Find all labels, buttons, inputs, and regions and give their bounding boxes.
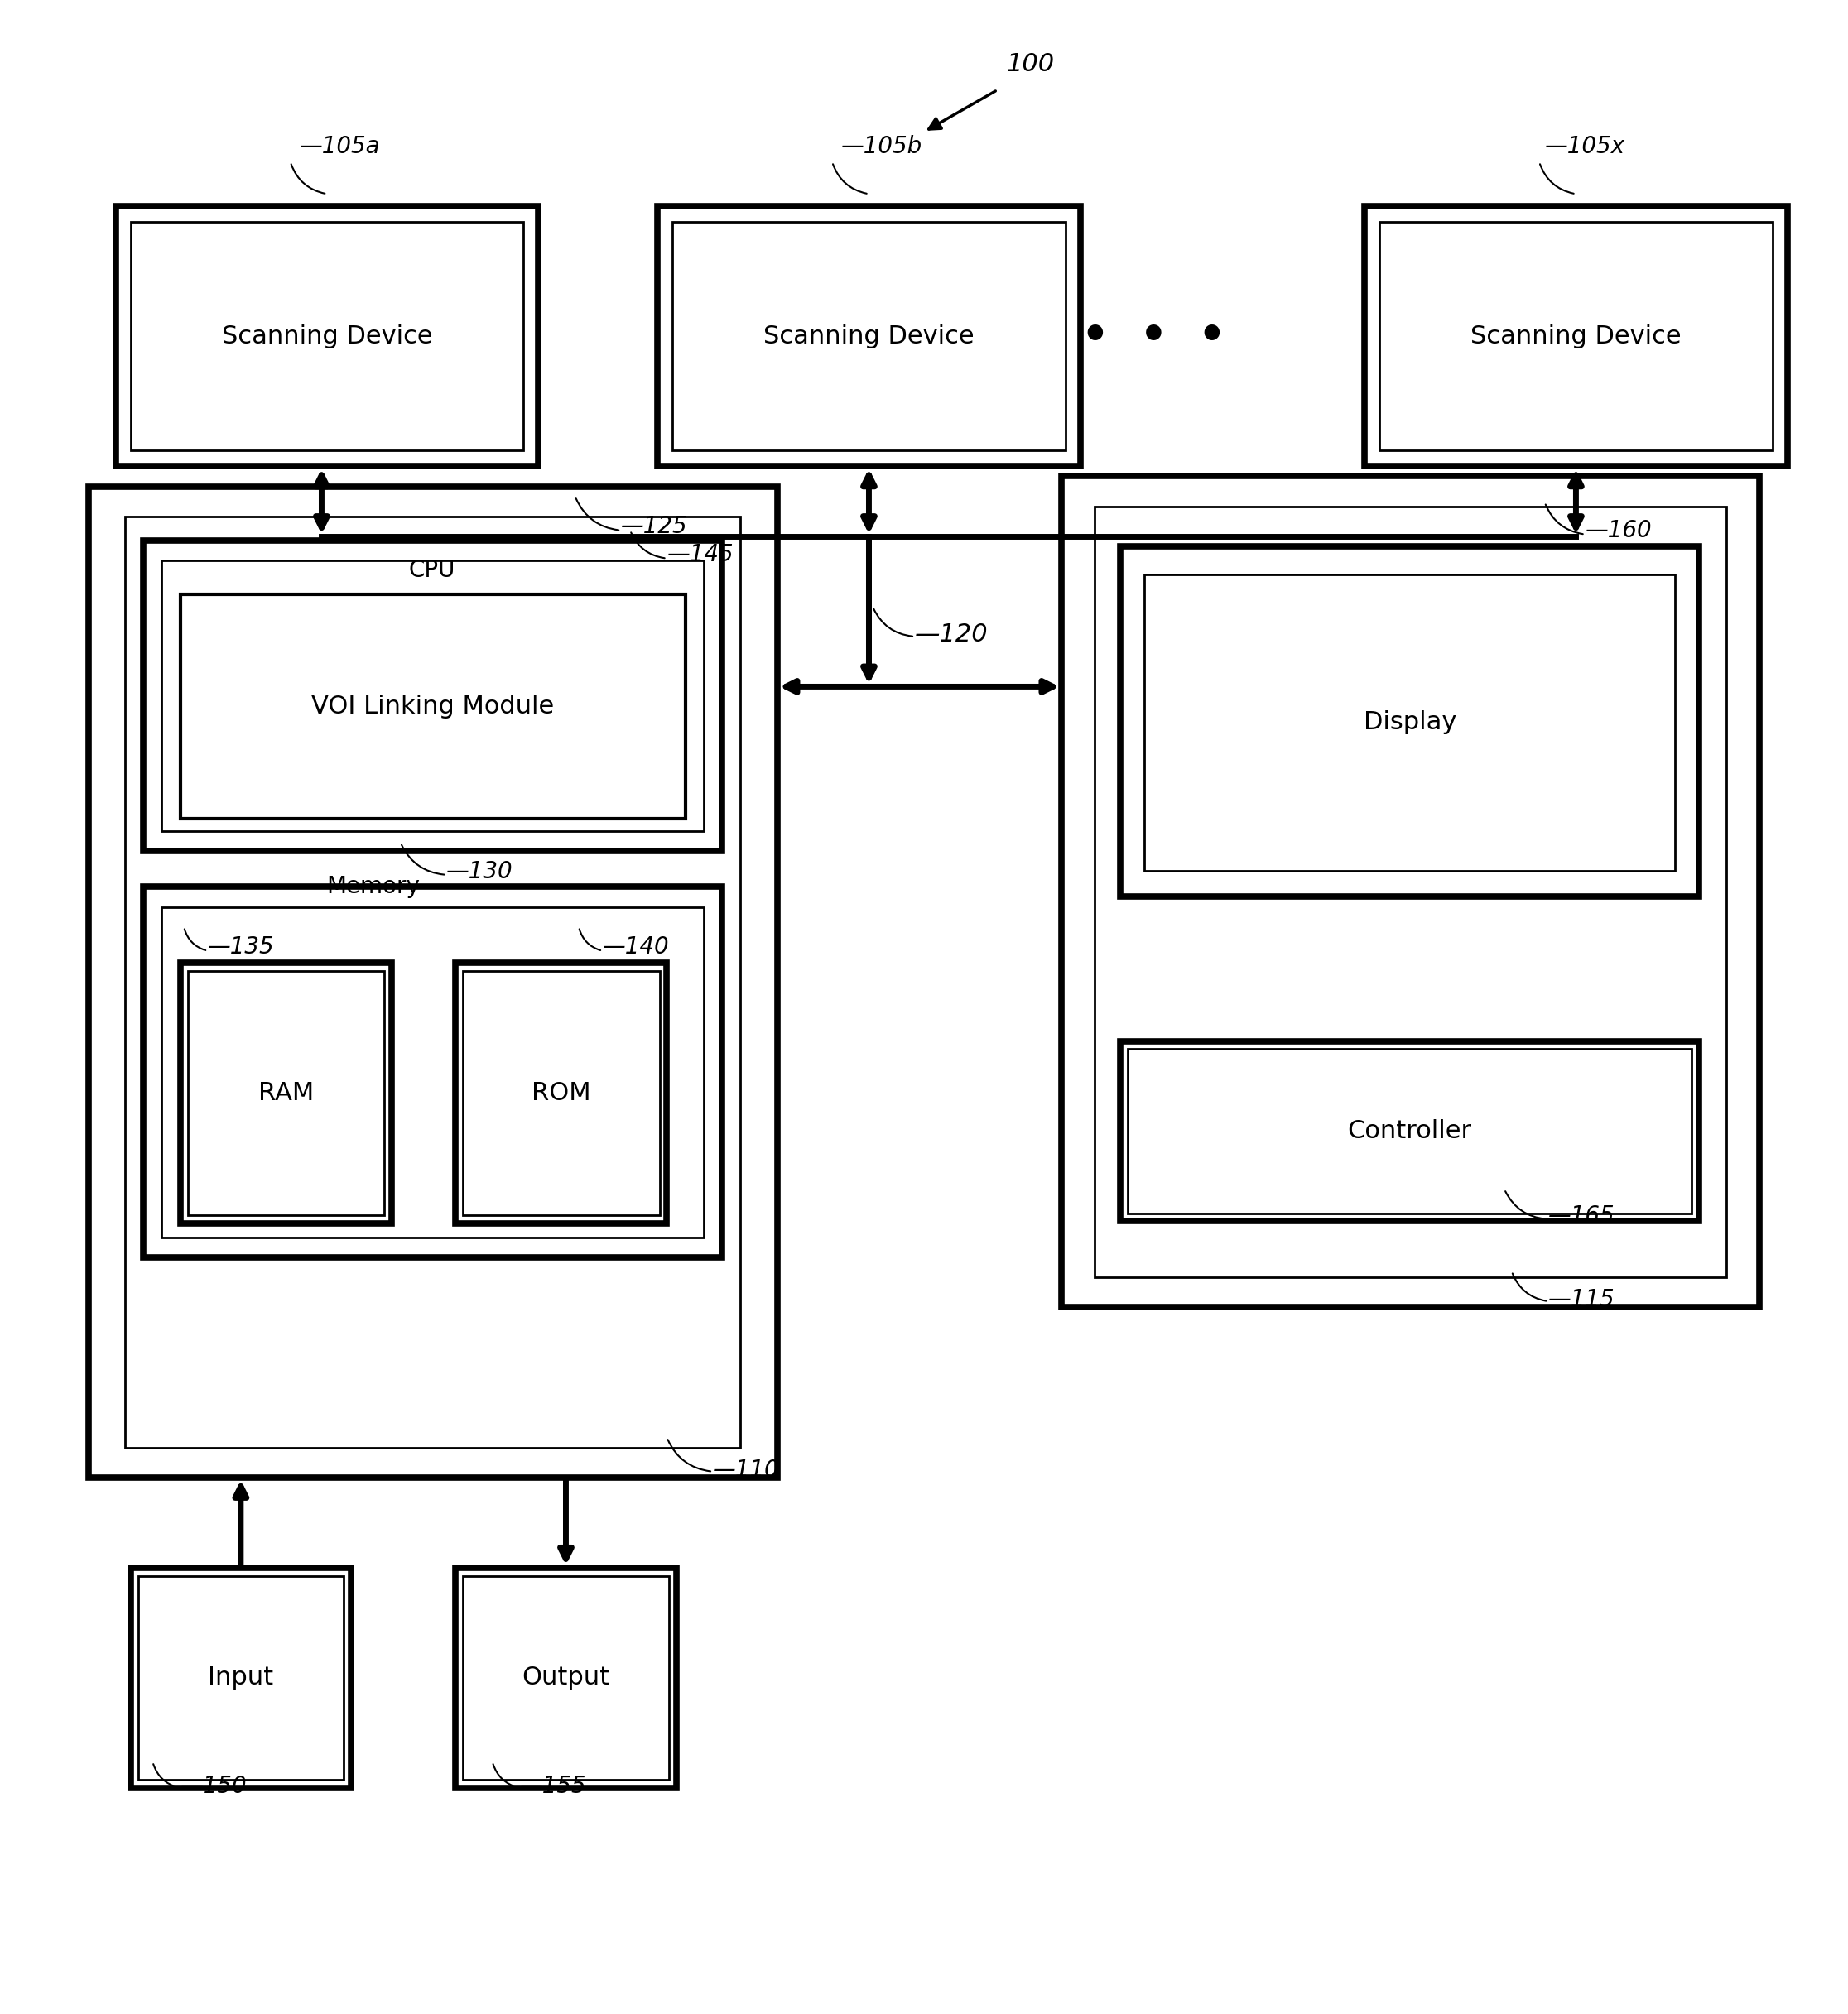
Bar	[1063, 477, 1759, 1307]
Bar	[163, 906, 704, 1237]
Bar	[1120, 1041, 1698, 1220]
Bar	[456, 1567, 676, 1788]
Text: —125: —125	[621, 516, 687, 538]
Bar	[181, 963, 392, 1222]
Bar	[131, 222, 523, 451]
Text: —165: —165	[1549, 1204, 1615, 1227]
Text: —120: —120	[915, 622, 989, 646]
Bar	[1120, 546, 1698, 896]
Text: Scanning Device: Scanning Device	[1471, 324, 1682, 348]
Text: —110: —110	[713, 1458, 780, 1482]
Bar	[131, 1567, 351, 1788]
Text: —105a: —105a	[299, 135, 381, 157]
Text: Input: Input	[209, 1666, 274, 1690]
Bar	[464, 971, 660, 1214]
Bar	[1379, 222, 1772, 451]
Text: —115: —115	[1549, 1289, 1615, 1311]
Text: —160: —160	[1586, 520, 1652, 542]
Text: —105x: —105x	[1545, 135, 1624, 157]
Text: Display: Display	[1364, 711, 1456, 735]
Bar	[126, 516, 741, 1448]
Text: Scanning Device: Scanning Device	[222, 324, 432, 348]
Text: ROM: ROM	[532, 1082, 591, 1106]
Text: —135: —135	[207, 937, 275, 959]
Text: CPU: CPU	[408, 558, 455, 582]
Bar	[1366, 205, 1787, 467]
Bar	[139, 1575, 344, 1780]
Bar	[89, 485, 776, 1478]
Bar	[464, 1575, 669, 1780]
Text: Memory: Memory	[327, 876, 419, 898]
Bar	[658, 205, 1079, 467]
Text: —105b: —105b	[841, 135, 922, 157]
Text: —145: —145	[667, 544, 734, 566]
Text: •  •  •: • • •	[1081, 314, 1225, 358]
Text: —140: —140	[602, 937, 669, 959]
Bar	[673, 222, 1066, 451]
Bar	[163, 560, 704, 832]
Text: —130: —130	[447, 860, 514, 882]
Text: Output: Output	[521, 1666, 610, 1690]
Bar	[1144, 574, 1674, 870]
Text: VOI Linking Module: VOI Linking Module	[310, 695, 554, 719]
Bar	[116, 205, 538, 467]
Bar	[144, 540, 723, 850]
Bar	[456, 963, 667, 1222]
Text: —150: —150	[181, 1774, 248, 1799]
Bar	[187, 971, 384, 1214]
Text: RAM: RAM	[259, 1082, 314, 1106]
Text: 100: 100	[1007, 52, 1055, 77]
Text: Scanning Device: Scanning Device	[763, 324, 974, 348]
Bar	[1127, 1049, 1691, 1212]
Text: Controller: Controller	[1347, 1120, 1471, 1144]
Bar	[144, 886, 723, 1257]
Bar	[1094, 506, 1726, 1277]
Text: —155: —155	[519, 1774, 586, 1799]
Bar	[181, 594, 686, 820]
